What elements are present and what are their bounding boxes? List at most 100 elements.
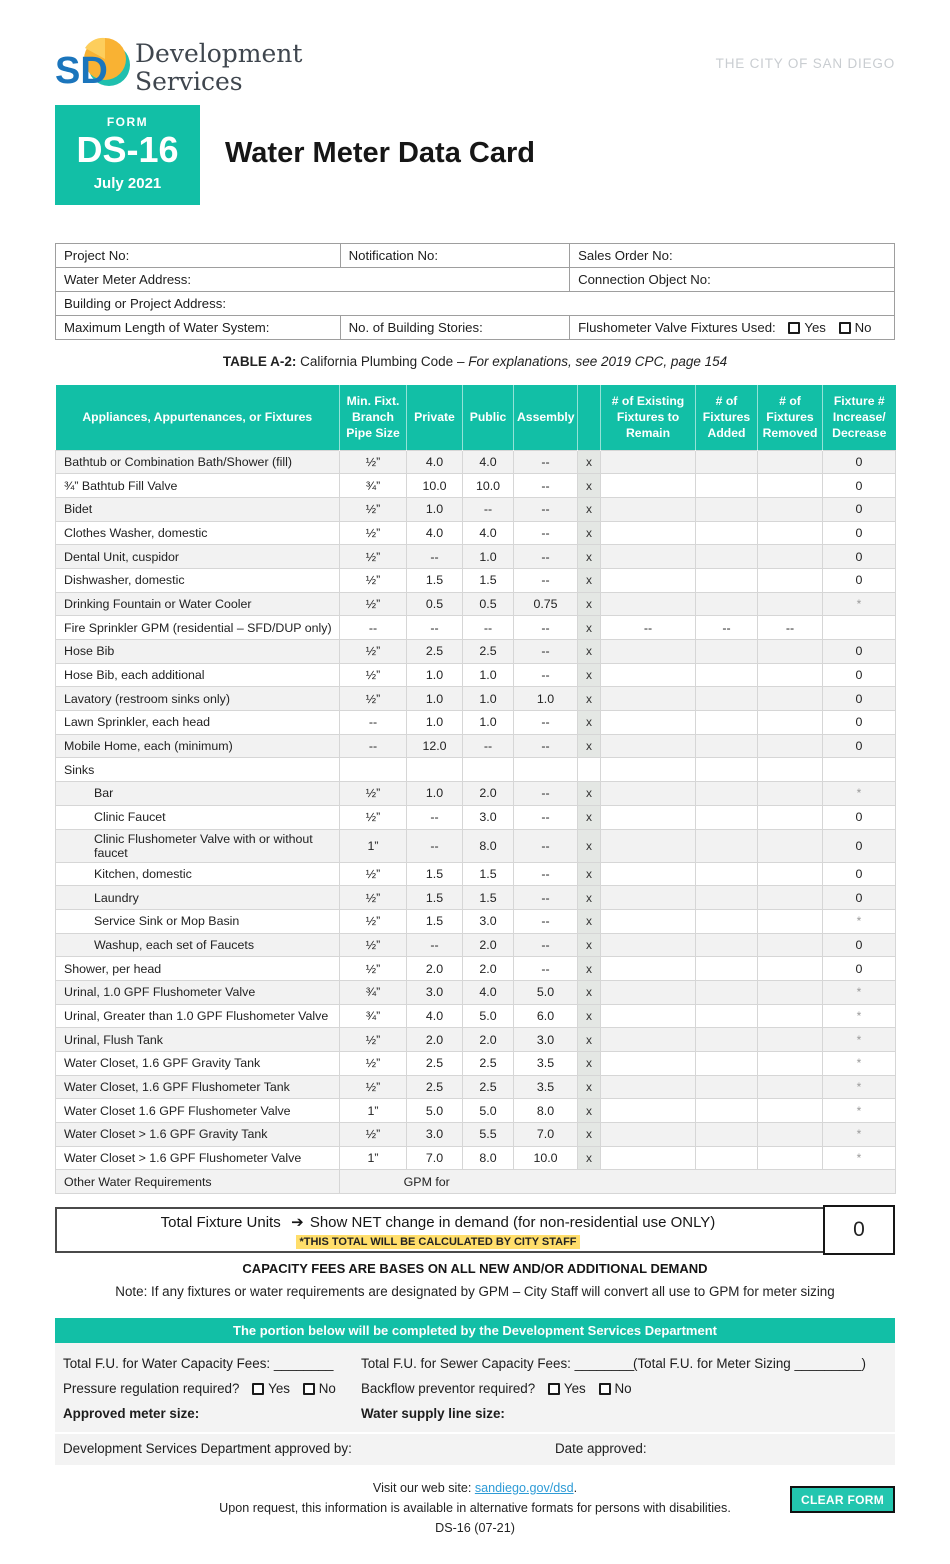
existing-fixtures-input[interactable] (600, 733, 696, 759)
existing-fixtures-input[interactable] (600, 544, 696, 569)
pressure-yes-checkbox[interactable] (252, 1383, 265, 1395)
existing-fixtures-input[interactable] (600, 932, 696, 958)
field-notification-no[interactable]: Notification No: (339, 243, 571, 268)
fixtures-added-input[interactable] (695, 1098, 758, 1124)
field-water-supply-line-size[interactable]: Water supply line size: (361, 1406, 505, 1421)
fixtures-removed-input[interactable] (757, 544, 823, 569)
existing-fixtures-input[interactable] (600, 473, 696, 498)
fixtures-added-input[interactable] (695, 496, 758, 522)
existing-fixtures-input[interactable] (600, 1122, 696, 1147)
gpm-for-cell[interactable]: GPM for (339, 1169, 514, 1195)
fixtures-removed-input[interactable] (757, 908, 823, 934)
existing-fixtures-input[interactable] (600, 908, 696, 934)
fixtures-removed-input[interactable]: -- (757, 615, 823, 640)
clear-form-button[interactable]: CLEAR FORM (790, 1486, 895, 1513)
fixtures-added-input[interactable] (695, 781, 758, 806)
field-water-meter-address[interactable]: Water Meter Address: (54, 267, 571, 292)
fixtures-removed-input[interactable] (757, 662, 823, 688)
existing-fixtures-input[interactable]: -- (600, 615, 696, 640)
fixtures-removed-input[interactable] (757, 496, 823, 522)
fixtures-added-input[interactable] (695, 1122, 758, 1147)
fixtures-removed-input[interactable] (757, 804, 823, 830)
field-meter-sizing[interactable]: (Total F.U. for Meter Sizing _________) (633, 1356, 866, 1371)
flushometer-yes-checkbox[interactable] (788, 322, 801, 334)
fixtures-removed-input[interactable] (757, 979, 823, 1005)
fixtures-added-input[interactable] (695, 662, 758, 688)
fixtures-added-input[interactable] (695, 567, 758, 593)
pressure-no-checkbox[interactable] (302, 1383, 315, 1395)
fixtures-added-input[interactable] (695, 544, 758, 569)
fixtures-added-input[interactable] (695, 733, 758, 759)
existing-fixtures-input[interactable] (600, 828, 696, 863)
existing-fixtures-input[interactable] (600, 567, 696, 593)
fixtures-added-input[interactable] (695, 861, 758, 887)
fixtures-removed-input[interactable] (757, 520, 823, 546)
fixtures-removed-input[interactable] (757, 1074, 823, 1100)
field-sales-order-no[interactable]: Sales Order No: (569, 243, 895, 268)
fixtures-added-input[interactable] (695, 710, 758, 735)
fixtures-added-input[interactable] (695, 956, 758, 981)
fixtures-removed-input[interactable] (757, 473, 823, 498)
fixtures-added-input[interactable]: -- (695, 615, 758, 640)
fixtures-removed-input[interactable] (757, 733, 823, 759)
existing-fixtures-input[interactable] (600, 1027, 696, 1052)
fixtures-added-input[interactable] (695, 932, 758, 958)
existing-fixtures-input[interactable] (600, 639, 696, 664)
fixtures-removed-input[interactable] (757, 885, 823, 910)
fixtures-removed-input[interactable] (757, 828, 823, 863)
existing-fixtures-input[interactable] (600, 1074, 696, 1100)
fixtures-added-input[interactable] (695, 639, 758, 664)
fixtures-added-input[interactable] (695, 828, 758, 863)
fixtures-removed-input[interactable] (757, 932, 823, 958)
fixtures-removed-input[interactable] (757, 781, 823, 806)
fixtures-removed-input[interactable] (757, 1027, 823, 1052)
fixtures-added-input[interactable] (695, 1051, 758, 1076)
fixtures-added-input[interactable] (695, 979, 758, 1005)
fixtures-removed-input[interactable] (757, 1145, 823, 1171)
fixtures-added-input[interactable] (695, 520, 758, 546)
existing-fixtures-input[interactable] (600, 781, 696, 806)
fixtures-removed-input[interactable] (757, 1098, 823, 1124)
existing-fixtures-input[interactable] (600, 449, 696, 475)
fixtures-added-input[interactable] (695, 885, 758, 910)
existing-fixtures-input[interactable] (600, 591, 696, 617)
existing-fixtures-input[interactable] (600, 710, 696, 735)
fixtures-removed-input[interactable] (757, 639, 823, 664)
fixtures-added-input[interactable] (695, 1145, 758, 1171)
field-sewer-capacity-fees[interactable]: Total F.U. for Sewer Capacity Fees: ____… (361, 1356, 635, 1371)
existing-fixtures-input[interactable] (600, 520, 696, 546)
field-project-no[interactable]: Project No: (55, 243, 341, 268)
existing-fixtures-input[interactable] (600, 1003, 696, 1029)
existing-fixtures-input[interactable] (600, 979, 696, 1005)
existing-fixtures-input[interactable] (600, 496, 696, 522)
field-building-address[interactable]: Building or Project Address: (55, 291, 895, 316)
existing-fixtures-input[interactable] (600, 1145, 696, 1171)
fixtures-added-input[interactable] (695, 591, 758, 617)
fixtures-removed-input[interactable] (757, 861, 823, 887)
existing-fixtures-input[interactable] (600, 956, 696, 981)
fixtures-removed-input[interactable] (757, 1122, 823, 1147)
fixtures-added-input[interactable] (695, 1027, 758, 1052)
fixtures-removed-input[interactable] (757, 567, 823, 593)
field-building-stories[interactable]: No. of Building Stories: (339, 315, 571, 340)
fixtures-added-input[interactable] (695, 908, 758, 934)
backflow-no-checkbox[interactable] (598, 1383, 611, 1395)
existing-fixtures-input[interactable] (600, 1098, 696, 1124)
field-approved-by[interactable]: Development Services Department approved… (63, 1441, 352, 1456)
fixtures-removed-input[interactable] (757, 956, 823, 981)
field-max-length[interactable]: Maximum Length of Water System: (55, 315, 341, 340)
existing-fixtures-input[interactable] (600, 662, 696, 688)
fixtures-removed-input[interactable] (757, 591, 823, 617)
existing-fixtures-input[interactable] (600, 686, 696, 712)
flushometer-no-checkbox[interactable] (838, 322, 851, 334)
fixtures-added-input[interactable] (695, 686, 758, 712)
backflow-yes-checkbox[interactable] (547, 1383, 560, 1395)
fixtures-removed-input[interactable] (757, 710, 823, 735)
fixtures-removed-input[interactable] (757, 1051, 823, 1076)
fixtures-removed-input[interactable] (757, 1003, 823, 1029)
existing-fixtures-input[interactable] (600, 804, 696, 830)
gpm-value-cell[interactable] (513, 1169, 896, 1195)
existing-fixtures-input[interactable] (600, 1051, 696, 1076)
field-approved-meter-size[interactable]: Approved meter size: (63, 1406, 200, 1421)
field-connection-object-no[interactable]: Connection Object No: (569, 267, 895, 292)
